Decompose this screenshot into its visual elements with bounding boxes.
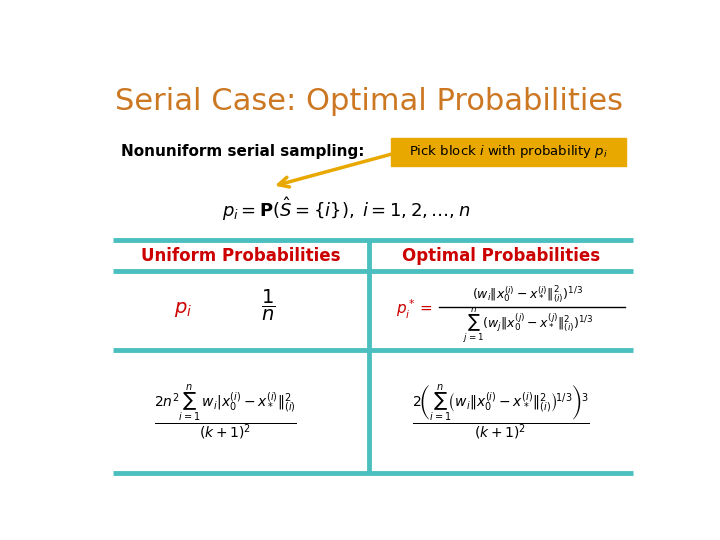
Text: Pick block $i$ with probability $p_i$: Pick block $i$ with probability $p_i$ [409,143,608,160]
Text: $\dfrac{2\!\left(\sum_{i=1}^{n}\!\left(w_i\|x_0^{(i)}-x_*^{(i)}\|^2_{(i)}\right): $\dfrac{2\!\left(\sum_{i=1}^{n}\!\left(w… [412,383,590,442]
Text: Nonuniform serial sampling:: Nonuniform serial sampling: [121,144,364,159]
FancyBboxPatch shape [391,138,626,166]
Text: Uniform Probabilities: Uniform Probabilities [141,247,341,265]
Text: $(w_i\|x_0^{(i)}-x_*^{(i)}\|^2_{(i)})^{1/3}$: $(w_i\|x_0^{(i)}-x_*^{(i)}\|^2_{(i)})^{1… [472,284,583,305]
Text: $\sum_{j=1}^{n}(w_j\|x_0^{(j)}-x_*^{(j)}\|^2_{(i)})^{1/3}$: $\sum_{j=1}^{n}(w_j\|x_0^{(j)}-x_*^{(j)}… [462,305,593,345]
Text: $\dfrac{1}{n}$: $\dfrac{1}{n}$ [261,288,276,323]
Text: $\dfrac{2n^2\sum_{i=1}^{n}\,w_i|x_0^{(i)}-x_*^{(i)}\|^2_{(i)}}{(k+1)^2}$: $\dfrac{2n^2\sum_{i=1}^{n}\,w_i|x_0^{(i)… [154,383,297,442]
Text: $p_i = \mathbf{P}(\hat{S} = \{i\}),\; i = 1, 2, \ldots, n$: $p_i = \mathbf{P}(\hat{S} = \{i\}),\; i … [222,195,470,224]
Text: Optimal Probabilities: Optimal Probabilities [402,247,600,265]
Text: Serial Case: Optimal Probabilities: Serial Case: Optimal Probabilities [115,87,623,116]
Text: $p_i$: $p_i$ [174,300,192,319]
Text: $p_i^* =$: $p_i^* =$ [396,298,433,321]
